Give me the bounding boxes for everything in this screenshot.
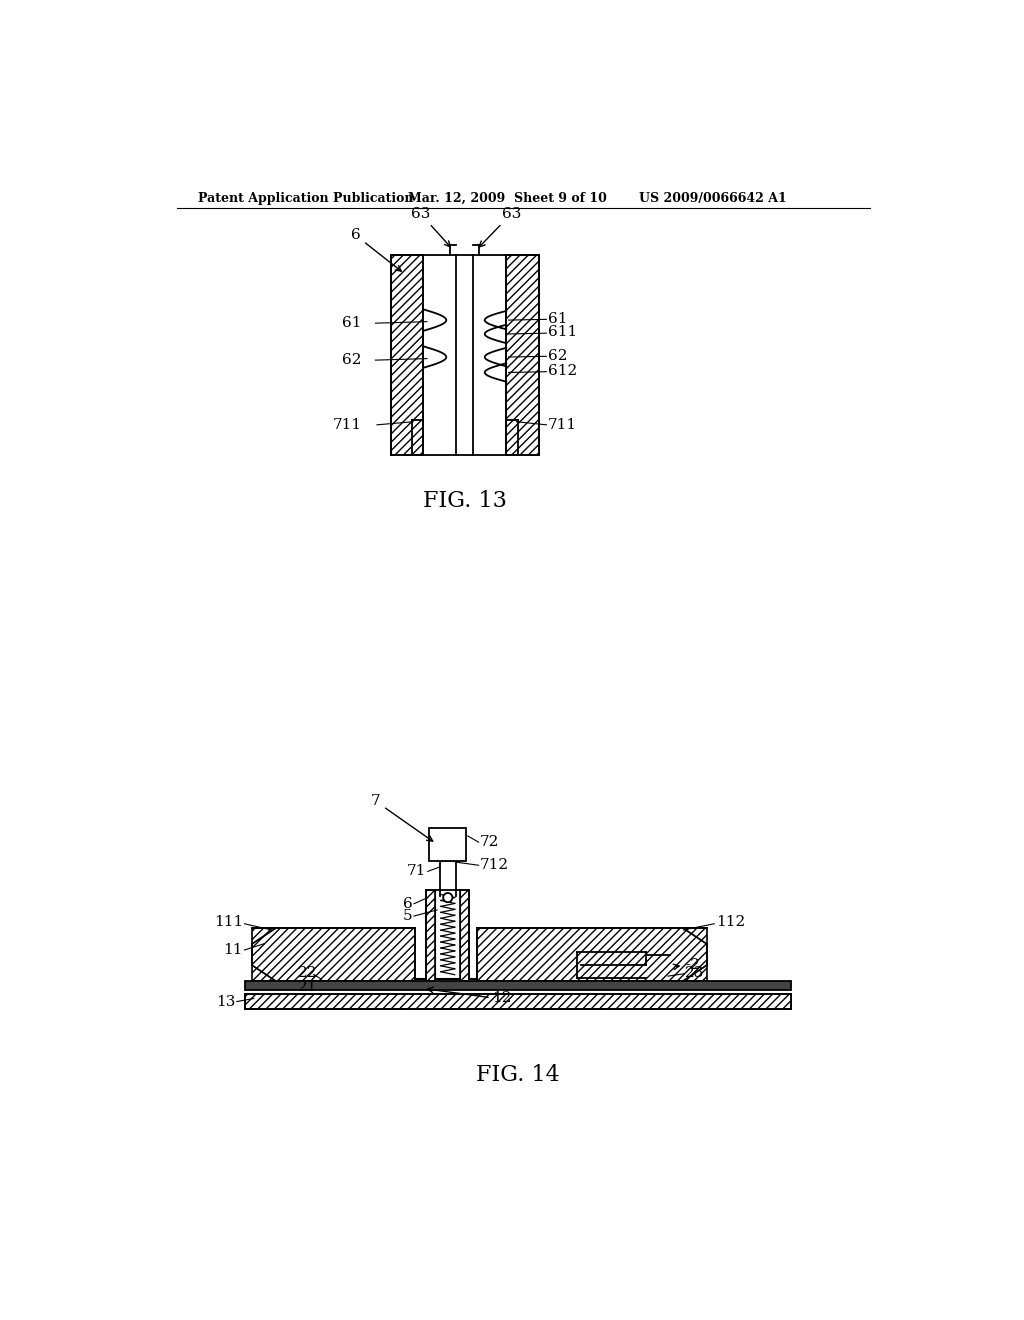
Text: 6: 6 (402, 896, 413, 911)
Bar (245, 994, 792, 1010)
Text: 611: 611 (548, 326, 578, 339)
Bar (506, 255, 539, 455)
Bar (460, 890, 469, 981)
Text: 61: 61 (342, 317, 361, 330)
Text: 61: 61 (548, 312, 567, 326)
Text: 22: 22 (298, 966, 317, 979)
Text: 6: 6 (351, 228, 401, 271)
Text: 12: 12 (493, 991, 512, 1005)
Bar (477, 928, 707, 981)
Text: 62: 62 (342, 354, 361, 367)
Text: -2: -2 (685, 958, 699, 973)
Text: 63: 63 (479, 207, 521, 247)
Text: 711: 711 (548, 418, 578, 432)
Text: 62: 62 (548, 348, 567, 363)
Text: 72: 72 (480, 836, 500, 849)
Text: 63: 63 (411, 207, 451, 247)
Text: 112: 112 (716, 915, 745, 929)
Text: 7: 7 (371, 795, 433, 841)
Text: 13: 13 (216, 994, 236, 1008)
Text: 711: 711 (333, 418, 361, 432)
Text: Patent Application Publication: Patent Application Publication (199, 191, 414, 205)
Text: 71: 71 (407, 865, 426, 878)
Text: 5: 5 (402, 909, 413, 923)
Bar (245, 981, 792, 990)
Text: 712: 712 (480, 858, 509, 873)
Bar (252, 928, 416, 981)
Bar (429, 829, 466, 861)
Text: FIG. 14: FIG. 14 (476, 1064, 560, 1085)
Text: FIG. 13: FIG. 13 (423, 490, 507, 512)
Text: 21: 21 (298, 979, 317, 994)
Text: Mar. 12, 2009  Sheet 9 of 10: Mar. 12, 2009 Sheet 9 of 10 (408, 191, 606, 205)
Text: US 2009/0066642 A1: US 2009/0066642 A1 (639, 191, 786, 205)
Text: 612: 612 (548, 364, 578, 378)
Text: 23: 23 (685, 966, 705, 979)
Bar (391, 255, 423, 455)
Circle shape (443, 892, 453, 903)
Text: 11: 11 (223, 942, 243, 957)
Text: 111: 111 (214, 915, 243, 929)
Bar (426, 890, 435, 981)
